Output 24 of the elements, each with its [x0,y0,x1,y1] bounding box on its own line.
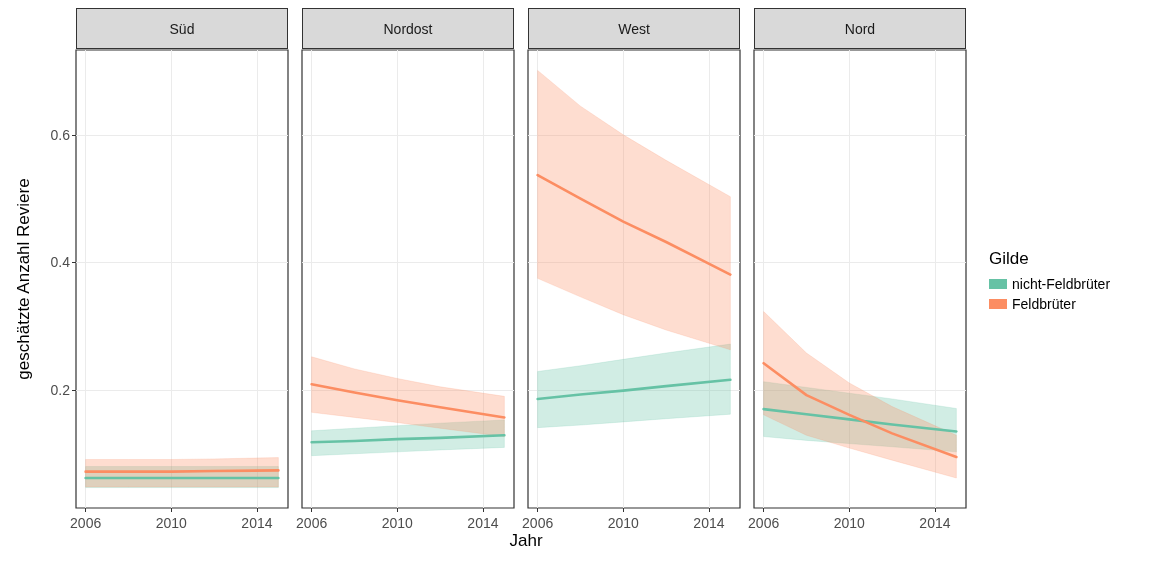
x-tick-label: 2014 [919,515,951,531]
x-axis-title: Jahr [509,531,543,550]
y-tick-label: 0.6 [50,126,71,143]
x-tick-label: 2006 [70,515,102,531]
x-tick-label: 2014 [241,515,273,531]
x-tick-label: 2014 [467,515,499,531]
x-tick-label: 2006 [296,515,328,531]
x-tick-label: 2010 [381,515,414,531]
chart-title: Nord [754,8,966,49]
y-tick-label: 0.2 [50,381,71,398]
legend-label: nicht-Feldbrüter [1012,276,1111,292]
y-axis-title: geschätzte Anzahl Reviere [14,178,33,380]
x-tick-label: 2010 [833,515,866,531]
chart-title: West [528,8,740,49]
x-tick-label: 2010 [155,515,188,531]
legend-label: Feldbrüter [1012,296,1077,312]
y-tick-label: 0.4 [50,254,71,271]
x-tick-label: 2014 [693,515,725,531]
legend-title: Gilde [989,249,1029,268]
x-tick-label: 2006 [522,515,554,531]
x-tick-label: 2010 [607,515,640,531]
chart-title: Nordost [302,8,514,49]
chart-title: Süd [76,8,288,49]
x-tick-label: 2006 [748,515,780,531]
